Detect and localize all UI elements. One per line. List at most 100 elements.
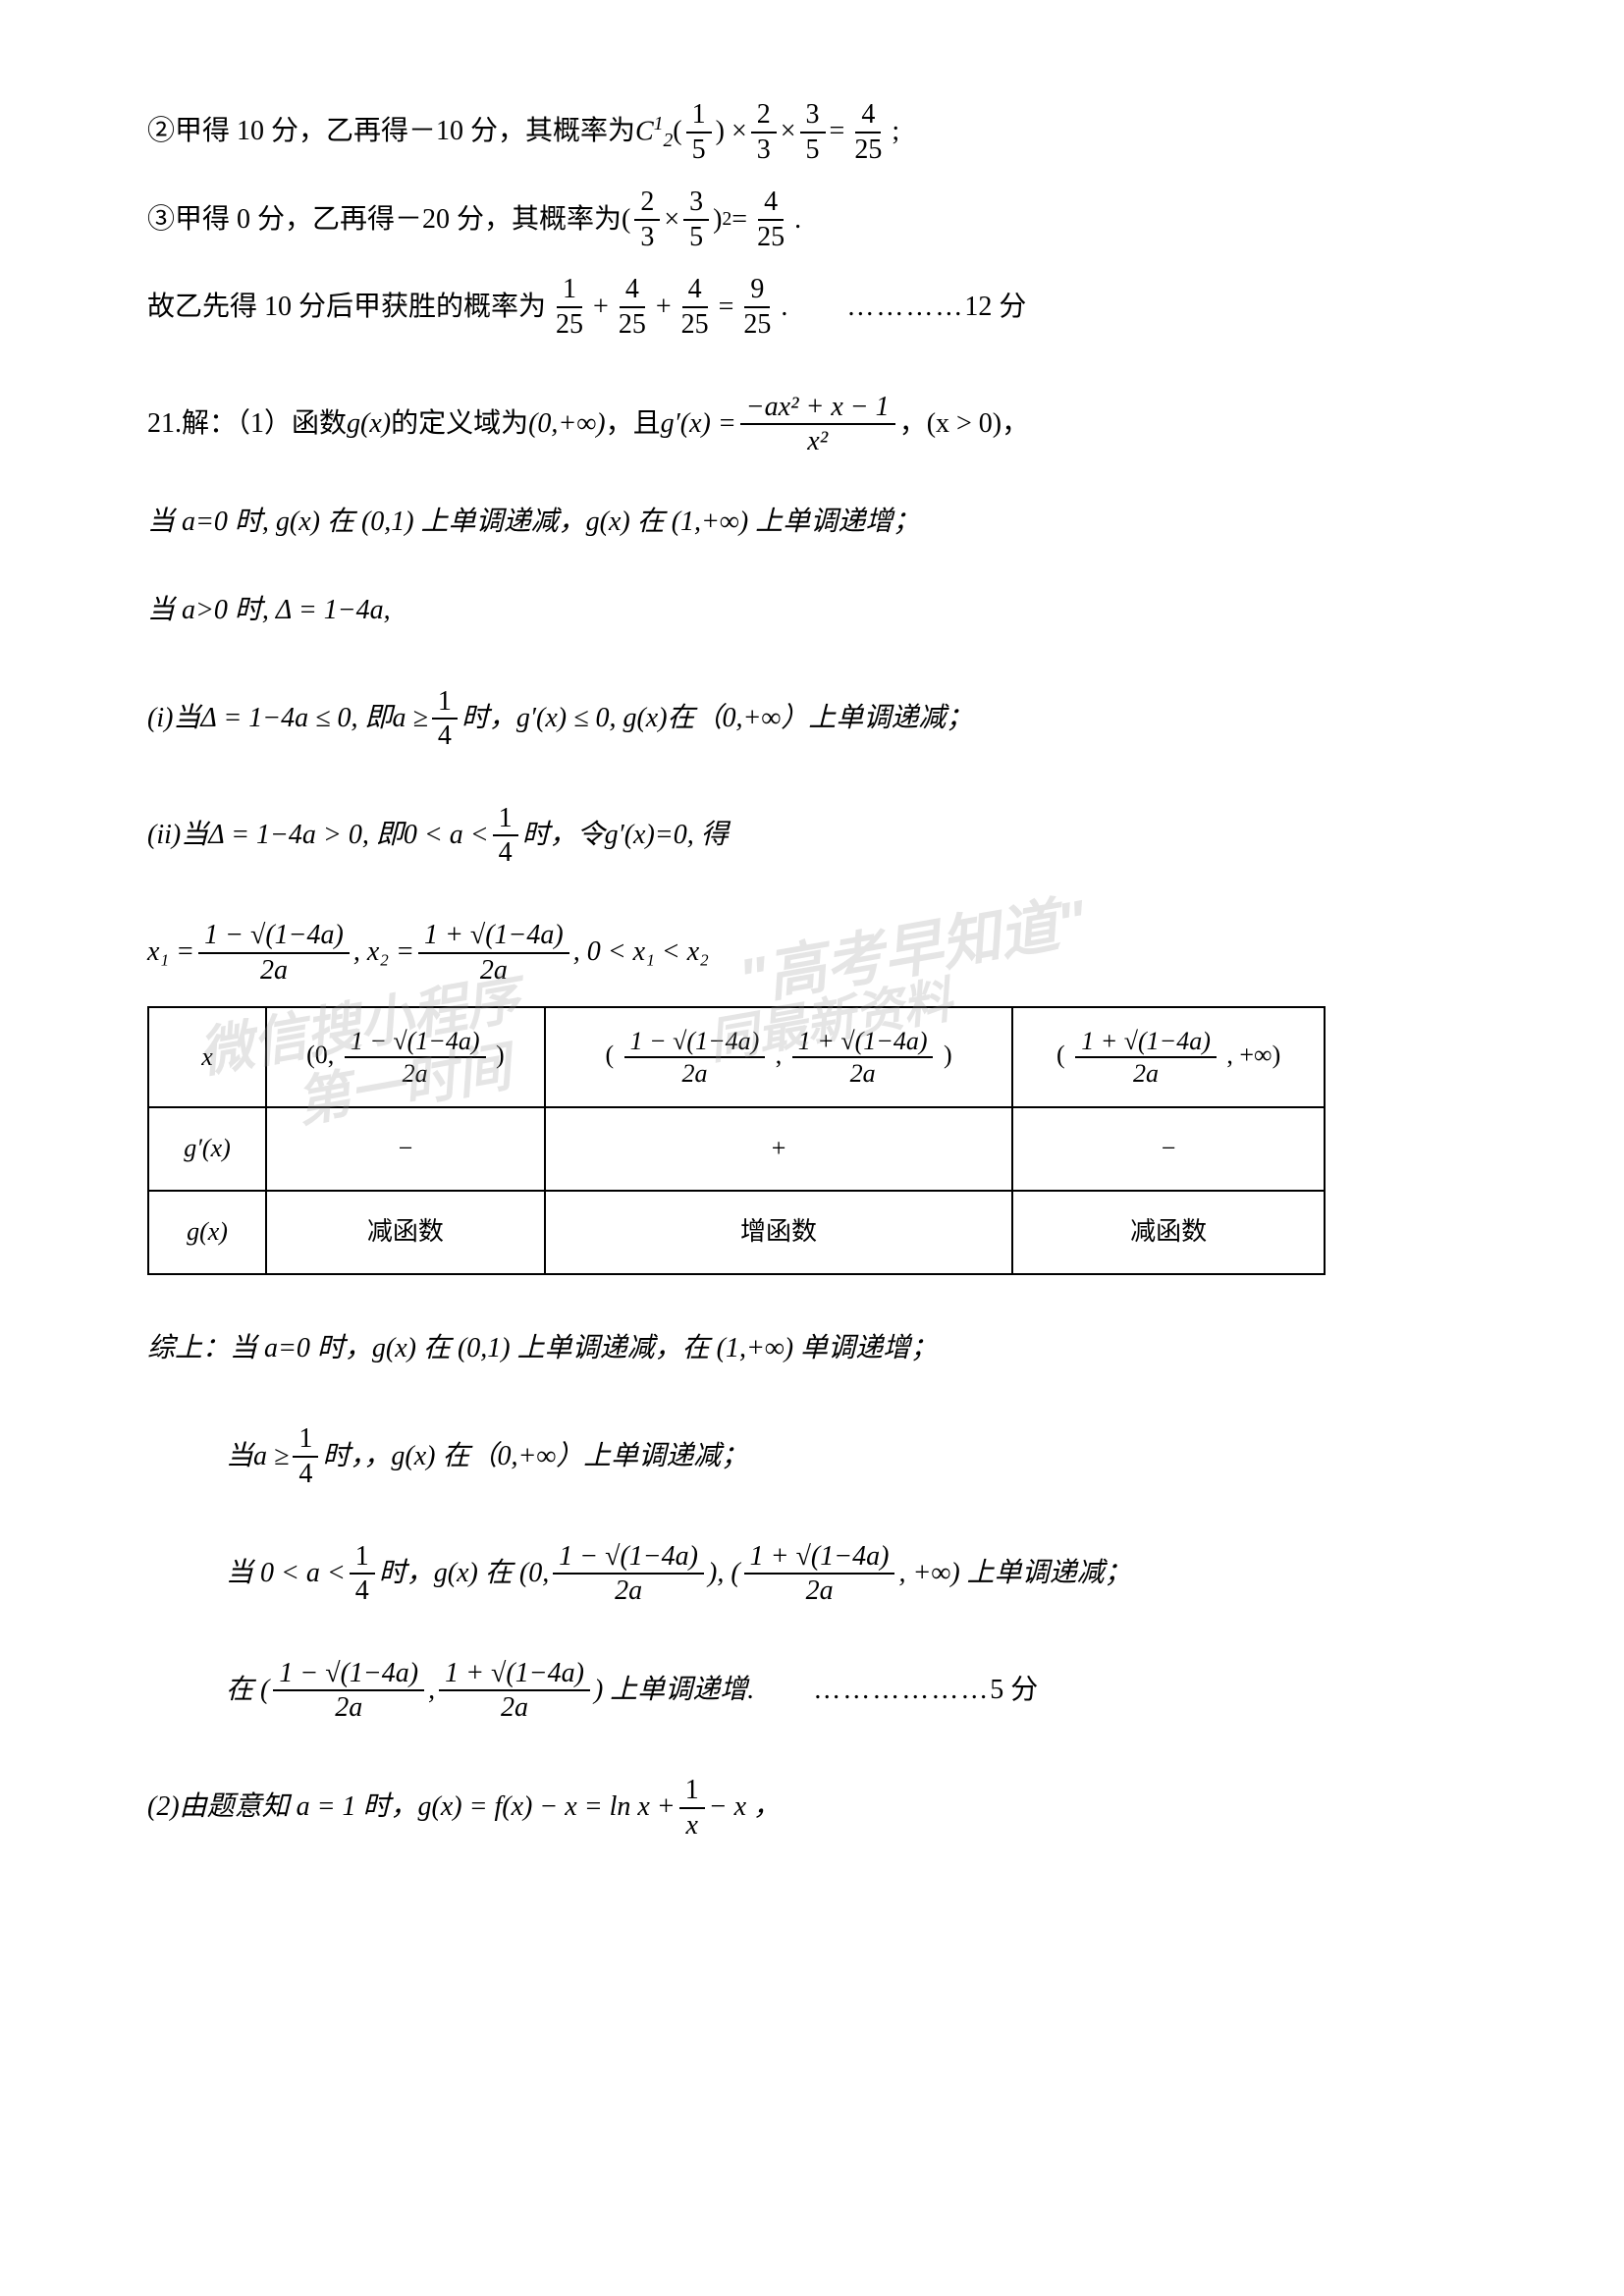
denominator: 25 xyxy=(676,308,715,342)
fraction: 35 xyxy=(683,186,709,253)
math: C12 xyxy=(635,107,673,158)
table-cell: 减函数 xyxy=(1012,1191,1325,1274)
text-line: ③甲得 0 分，乙再得－20 分，其概率为 ( 23 × 35 )2 = 425… xyxy=(147,186,1477,253)
denominator: 25 xyxy=(848,133,888,167)
numerator: 1 − √(1−4a) xyxy=(624,1026,766,1058)
numerator: 1 + √(1−4a) xyxy=(792,1026,934,1058)
denominator: 2a xyxy=(800,1575,839,1608)
denominator: 4 xyxy=(432,720,458,753)
denominator: 5 xyxy=(683,221,709,254)
fraction: 1 − √(1−4a)2a xyxy=(624,1026,766,1089)
table-cell: − xyxy=(266,1107,545,1191)
numerator: 1 xyxy=(293,1422,318,1458)
denominator: x xyxy=(679,1809,703,1842)
denominator: 2a xyxy=(254,954,294,988)
denominator: 2a xyxy=(609,1575,648,1608)
table-cell: 减函数 xyxy=(266,1191,545,1274)
score-dots: ………… xyxy=(846,283,964,332)
denominator: 25 xyxy=(751,221,790,254)
numerator: 4 xyxy=(682,273,708,308)
page-content: ②甲得 10 分，乙再得－10 分，其概率为 C12 ( 15 ) × 23 ×… xyxy=(0,0,1624,1959)
text: ) 上单调递增. xyxy=(594,1666,754,1715)
numerator: 1 − √(1−4a) xyxy=(198,919,350,954)
denominator: 4 xyxy=(350,1575,375,1608)
denominator: 25 xyxy=(613,308,652,342)
text-line: ②甲得 10 分，乙再得－10 分，其概率为 C12 ( 15 ) × 23 ×… xyxy=(147,98,1477,166)
denominator: 3 xyxy=(634,221,660,254)
text: ，(x > 0)， xyxy=(899,400,1029,449)
denominator: 2a xyxy=(844,1058,882,1089)
numerator: 1 xyxy=(679,1774,705,1809)
text: + xyxy=(593,283,609,332)
denominator: 4 xyxy=(493,836,518,870)
text: ; xyxy=(892,107,899,156)
table-cell: g(x) xyxy=(148,1191,266,1274)
text-line: (2)由题意知 a = 1 时，g(x) = f(x) − x = ln x +… xyxy=(147,1774,1477,1842)
table-cell: x xyxy=(148,1007,266,1107)
text: , +∞) 上单调递减； xyxy=(898,1549,1131,1598)
table-row: g(x) 减函数 增函数 减函数 xyxy=(148,1191,1325,1274)
fraction: 14 xyxy=(293,1422,318,1490)
score: 12 分 xyxy=(964,283,1026,332)
text: 当 0 < a < xyxy=(226,1549,346,1598)
text-line: (i)当Δ = 1−4a ≤ 0, 即a ≥ 14 时，g′(x) ≤ 0, g… xyxy=(147,685,1477,753)
text: 综上：当 a=0 时，g(x) 在 (0,1) 上单调递减，在 (1,+∞) 单… xyxy=(147,1324,938,1373)
math: (0,+∞) xyxy=(528,400,606,449)
denominator: 5 xyxy=(686,133,712,167)
denominator: 2a xyxy=(329,1691,368,1725)
text-line: 在 ( 1 − √(1−4a)2a , 1 + √(1−4a)2a ) 上单调递… xyxy=(226,1657,1477,1725)
fraction: 1 − √(1−4a)2a xyxy=(345,1026,486,1089)
denominator: 4 xyxy=(293,1458,318,1491)
numerator: 1 xyxy=(493,802,518,837)
numerator: 1 + √(1−4a) xyxy=(744,1540,895,1575)
fraction: 425 xyxy=(613,273,652,341)
text-line: 故乙先得 10 分后甲获胜的概率为 125 + 425 + 425 = 925 … xyxy=(147,273,1477,341)
math: g(x) xyxy=(347,400,391,449)
text: (2)由题意知 a = 1 时，g(x) = f(x) − x = ln x + xyxy=(147,1783,676,1832)
text: 2 xyxy=(722,202,731,237)
fraction: 1 + √(1−4a)2a xyxy=(418,919,569,987)
denominator: 25 xyxy=(737,308,777,342)
text: , xyxy=(776,1041,783,1069)
text: ③甲得 0 分，乙再得－20 分，其概率为 xyxy=(147,195,622,244)
fraction: 1 + √(1−4a)2a xyxy=(439,1657,590,1725)
numerator: 1 xyxy=(432,685,458,721)
score: 5 分 xyxy=(990,1666,1038,1715)
text: 时，g′(x) ≤ 0, g(x)在（0,+∞）上单调递减； xyxy=(461,694,974,743)
numerator: 3 xyxy=(800,98,826,133)
denominator: 25 xyxy=(550,308,589,342)
fraction: 14 xyxy=(493,802,518,870)
text: ，且 xyxy=(606,400,661,449)
text-line: 当 0 < a < 14 时，g(x) 在 (0, 1 − √(1−4a)2a … xyxy=(226,1540,1477,1608)
numerator: 4 xyxy=(855,98,881,133)
denominator: 5 xyxy=(800,133,826,167)
fraction: −ax² + x − 1 x² xyxy=(740,391,895,458)
text: = xyxy=(719,283,734,332)
fraction: 23 xyxy=(634,186,660,253)
text: ) × xyxy=(716,107,747,156)
text-line: x₁ = 1 − √(1−4a)2a , x₂ = 1 + √(1−4a)2a … xyxy=(147,919,1477,987)
table-cell: 增函数 xyxy=(545,1191,1012,1274)
table-cell: g′(x) xyxy=(148,1107,266,1191)
fraction: 15 xyxy=(686,98,712,166)
text: 21.解：（1）函数 xyxy=(147,400,347,449)
text: . xyxy=(781,283,787,332)
text: ( xyxy=(673,107,681,156)
numerator: 1 xyxy=(557,273,582,308)
text: 时，令g′(x)=0, 得 xyxy=(522,811,729,860)
numerator: 1 xyxy=(686,98,712,133)
text: C xyxy=(635,116,654,146)
numerator: 1 − √(1−4a) xyxy=(273,1657,424,1692)
numerator: 1 + √(1−4a) xyxy=(439,1657,590,1692)
numerator: 1 + √(1−4a) xyxy=(418,919,569,954)
fraction: 1 − √(1−4a)2a xyxy=(198,919,350,987)
text: 当 a=0 时, g(x) 在 (0,1) 上单调递减，g(x) 在 (1,+∞… xyxy=(147,498,920,547)
text: ) xyxy=(944,1041,952,1069)
fraction: 23 xyxy=(751,98,777,166)
denominator: 2a xyxy=(474,954,514,988)
text: 1 xyxy=(654,114,664,134)
numerator: 4 xyxy=(758,186,784,221)
denominator: 2a xyxy=(1127,1058,1164,1089)
denominator: x² xyxy=(801,425,834,458)
math: g′(x) = xyxy=(661,400,736,449)
